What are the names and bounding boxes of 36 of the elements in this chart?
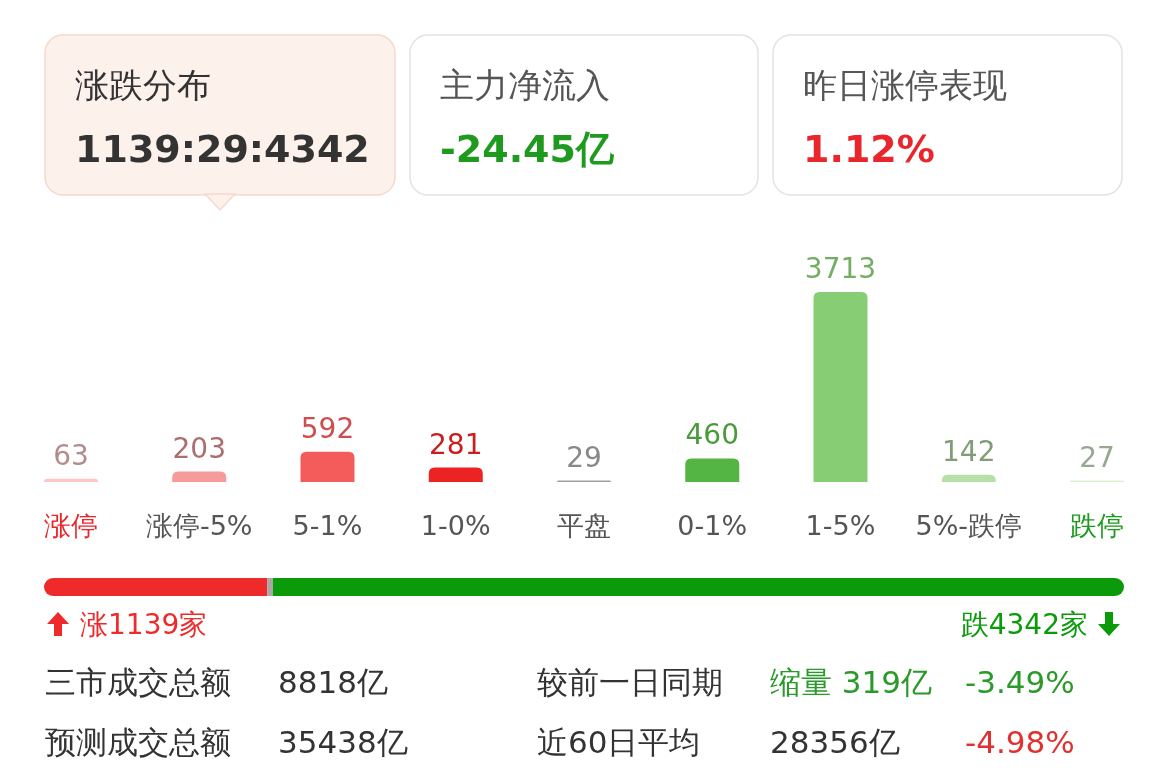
text: -3.49% <box>965 664 1075 700</box>
data-label: 142 <box>942 434 996 468</box>
text: 昨日涨停表现 <box>803 65 1007 105</box>
data-label: 460 <box>685 418 739 452</box>
text: 1139:29:4342 <box>75 127 370 171</box>
x-tick-label: 1-0% <box>420 510 491 541</box>
x-tick-label: 5-1% <box>292 510 363 541</box>
data-label: 63 <box>53 438 89 472</box>
text: 涨跌分布 <box>75 65 211 105</box>
text: 跌4342家 <box>960 608 1088 641</box>
text: 较前一日同期 <box>537 664 723 700</box>
data-label: 29 <box>566 440 602 474</box>
x-tick-label: 平盘 <box>557 510 611 541</box>
text: 主力净流入 <box>440 65 610 105</box>
text: 28356亿 <box>770 724 900 760</box>
data-label: 592 <box>300 411 355 445</box>
text: 三市成交总额 <box>45 664 231 700</box>
text: 近60日平均 <box>537 724 701 760</box>
text: -24.45亿 <box>440 127 615 171</box>
data-label: 27 <box>1079 440 1115 474</box>
x-tick-label: 0-1% <box>677 510 748 541</box>
text: 8818亿 <box>278 664 388 700</box>
text: 预测成交总额 <box>45 724 231 760</box>
data-label: 3713 <box>804 252 877 285</box>
text: 涨1139家 <box>80 608 208 641</box>
x-tick-label: 1-5% <box>805 510 876 541</box>
x-tick-label: 涨停-5% <box>145 510 253 541</box>
data-label: 281 <box>429 427 483 461</box>
x-tick-label: 涨停 <box>44 510 98 541</box>
data-label: 203 <box>172 431 226 465</box>
text: 缩量 319亿 <box>770 664 933 700</box>
x-tick-label: 5%-跌停 <box>915 510 1023 541</box>
x-tick-label: 跌停 <box>1070 510 1124 541</box>
text: -4.98% <box>965 724 1075 760</box>
text: 35438亿 <box>278 724 408 760</box>
text: 1.12% <box>803 127 935 171</box>
